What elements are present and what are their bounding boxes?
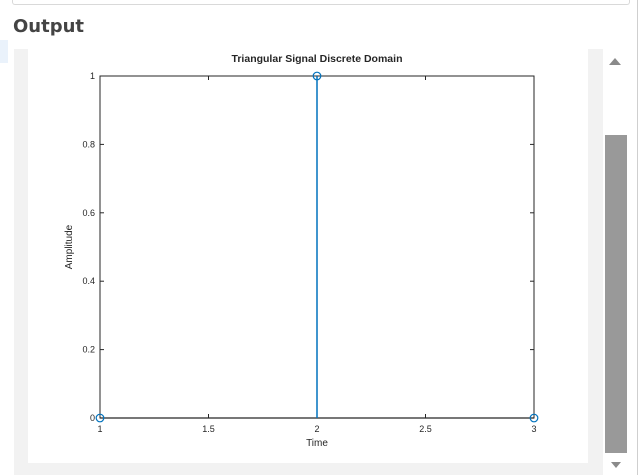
y-tick-label: 0.4 xyxy=(82,276,95,286)
stem-marker xyxy=(95,413,105,423)
y-tick-label: 0 xyxy=(90,413,95,423)
previous-cell-box xyxy=(12,0,630,5)
x-tick-label: 1.5 xyxy=(202,424,215,434)
x-tick-label: 1 xyxy=(97,424,102,434)
x-tick-label: 3 xyxy=(531,424,536,434)
x-tick-label: 2.5 xyxy=(419,424,432,434)
window-edge xyxy=(637,0,638,475)
output-heading: Output xyxy=(13,16,85,37)
scroll-down-arrow-icon[interactable] xyxy=(611,462,621,468)
y-tick-label: 1 xyxy=(90,71,95,81)
y-axis-label: Amplitude xyxy=(64,224,75,269)
stem-marker xyxy=(529,413,539,423)
scroll-up-arrow-icon[interactable] xyxy=(609,58,621,65)
y-tick-label: 0.8 xyxy=(82,139,95,149)
figure-canvas xyxy=(28,49,588,463)
y-tick-label: 0.6 xyxy=(82,208,95,218)
x-tick-label: 2 xyxy=(314,424,319,434)
x-axis-label: Time xyxy=(306,438,328,449)
y-tick-label: 0.2 xyxy=(82,345,95,355)
cell-indicator xyxy=(0,40,8,63)
scrollbar-thumb[interactable] xyxy=(605,135,627,453)
chart-title: Triangular Signal Discrete Domain xyxy=(232,53,403,65)
stem-marker xyxy=(312,71,322,81)
